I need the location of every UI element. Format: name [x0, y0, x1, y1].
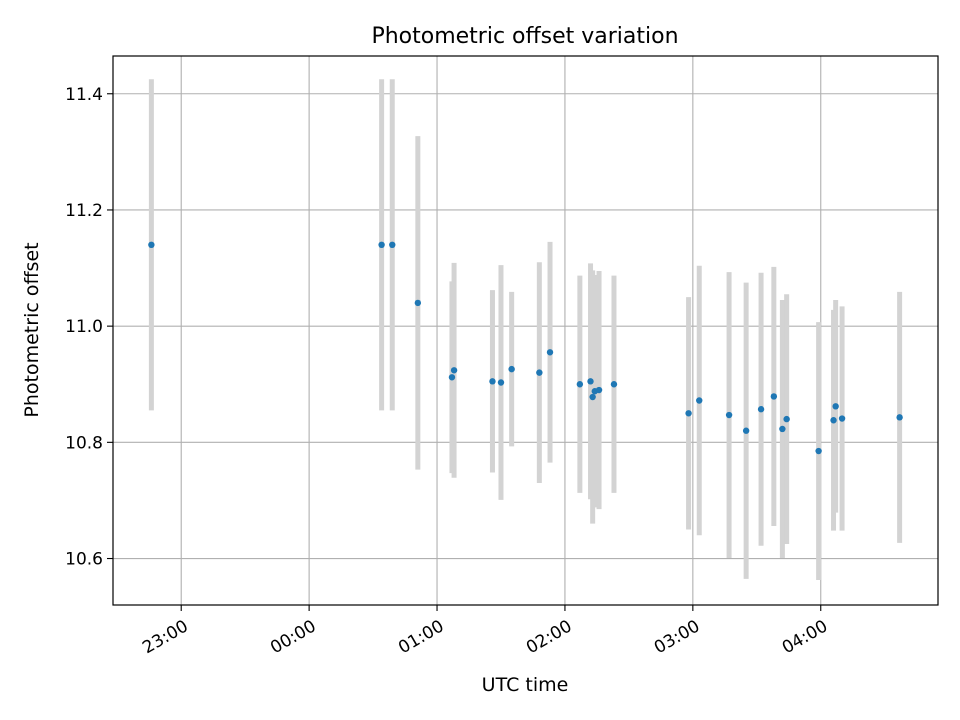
data-point: [414, 299, 422, 307]
data-point: [783, 415, 790, 423]
plot-frame: [112, 55, 939, 606]
data-point: [757, 406, 765, 413]
data-point: [576, 381, 584, 388]
data-point: [536, 369, 543, 376]
data-point: [815, 447, 822, 455]
data-point: [587, 378, 594, 385]
data-point: [448, 374, 456, 381]
data-points: [148, 241, 903, 455]
y-tick-label: 10.8: [65, 433, 103, 453]
data-point: [497, 379, 505, 386]
data-point: [832, 403, 839, 410]
y-axis-label: Photometric offset: [21, 242, 43, 417]
data-point: [508, 365, 515, 373]
data-point: [389, 241, 396, 249]
y-tick-label: 11.0: [65, 317, 103, 337]
data-point: [450, 367, 458, 374]
data-point: [685, 410, 692, 417]
data-point: [148, 241, 155, 249]
y-tick-label: 11.2: [65, 201, 103, 221]
x-axis-label: UTC time: [482, 674, 569, 696]
data-point: [742, 427, 750, 434]
data-point: [489, 378, 496, 385]
chart-title: Photometric offset variation: [371, 24, 678, 49]
y-axis: 10.6 10.8 11.0 11.2 11.4: [65, 85, 113, 570]
data-point: [896, 414, 903, 421]
y-tick-label: 11.4: [65, 85, 103, 105]
data-point: [725, 411, 733, 419]
data-point: [378, 241, 385, 249]
data-point: [546, 349, 554, 356]
data-point: [589, 393, 596, 401]
y-tick-label: 10.6: [65, 550, 103, 570]
data-point: [779, 425, 786, 433]
data-point: [838, 415, 846, 422]
data-point: [610, 381, 618, 388]
data-point: [696, 397, 703, 404]
data-point: [770, 393, 778, 400]
data-point: [595, 386, 603, 394]
data-point: [830, 417, 837, 424]
